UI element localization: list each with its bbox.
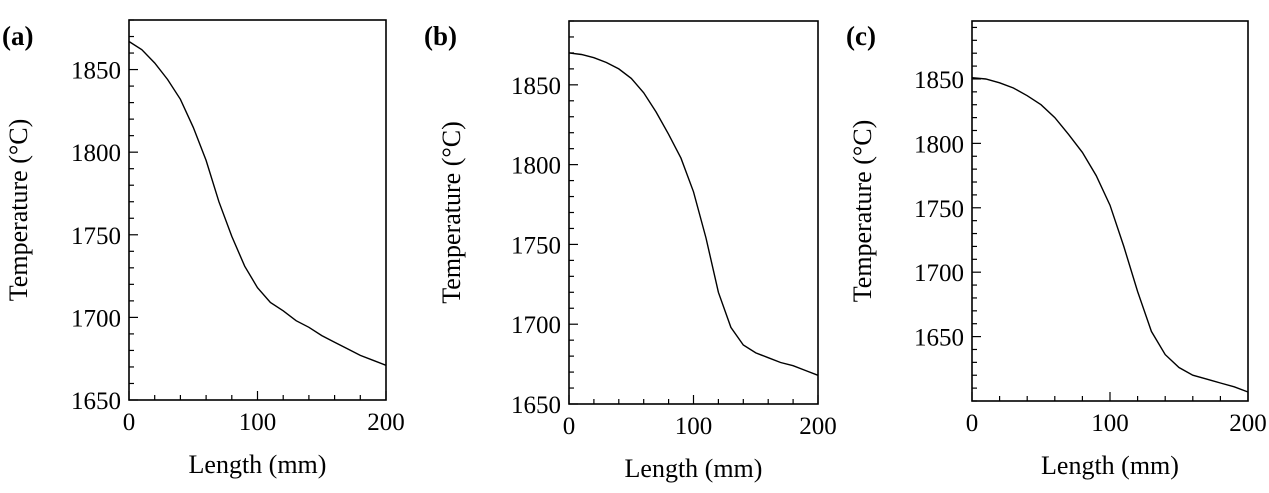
x-axis-title: Length (mm) (189, 450, 327, 479)
y-tick-label: 1800 (71, 140, 121, 167)
y-tick-label: 1700 (71, 305, 121, 332)
y-tick-label: 1800 (914, 131, 964, 158)
x-tick-label: 200 (799, 413, 837, 440)
panel-letter: (a) (2, 21, 33, 51)
x-tick-label: 100 (1091, 410, 1129, 437)
y-tick-label: 1800 (511, 153, 561, 180)
y-tick-label: 1850 (914, 67, 964, 94)
y-tick-label: 1700 (511, 312, 561, 339)
y-tick-label: 1650 (914, 325, 964, 352)
y-axis-title: Temperature (°C) (4, 119, 33, 302)
y-tick-label: 1700 (914, 260, 964, 287)
y-tick-label: 1750 (71, 223, 121, 250)
y-tick-label: 1750 (914, 196, 964, 223)
x-tick-label: 200 (367, 409, 405, 436)
plot-frame (568, 20, 819, 405)
temperature-curve (971, 77, 1249, 393)
plot-frame (128, 19, 387, 401)
panel-letter: (c) (846, 21, 876, 51)
x-axis-title: Length (mm) (625, 454, 763, 483)
x-tick-label: 0 (123, 409, 136, 436)
plot-frame (971, 20, 1249, 402)
y-tick-label: 1650 (511, 392, 561, 419)
y-tick-label: 1850 (511, 73, 561, 100)
x-tick-label: 100 (239, 409, 277, 436)
y-axis-title: Temperature (°C) (848, 120, 877, 303)
chart-panel-2: (b) 1650 1700 1750 1800 1850 0 100 200 Length (mm… (424, 20, 837, 483)
y-axis-title: Temperature (°C) (437, 121, 466, 304)
chart-panel-3: (c) 1650 1700 1750 1800 1850 0 100 200 Length (mm… (846, 20, 1267, 480)
x-tick-label: 0 (966, 410, 979, 437)
temperature-curve (568, 52, 819, 376)
x-axis-title: Length (mm) (1041, 451, 1179, 480)
x-tick-label: 200 (1229, 410, 1267, 437)
y-tick-label: 1750 (511, 232, 561, 259)
chart-panel-1: (a) 1650 1700 1750 1800 1850 0 100 200 Length (mm… (2, 19, 405, 479)
x-tick-label: 0 (563, 413, 576, 440)
temperature-curve (128, 40, 387, 366)
panel-letter: (b) (424, 21, 457, 51)
y-tick-label: 1850 (71, 58, 121, 85)
x-tick-label: 100 (675, 413, 713, 440)
y-tick-label: 1650 (71, 388, 121, 415)
